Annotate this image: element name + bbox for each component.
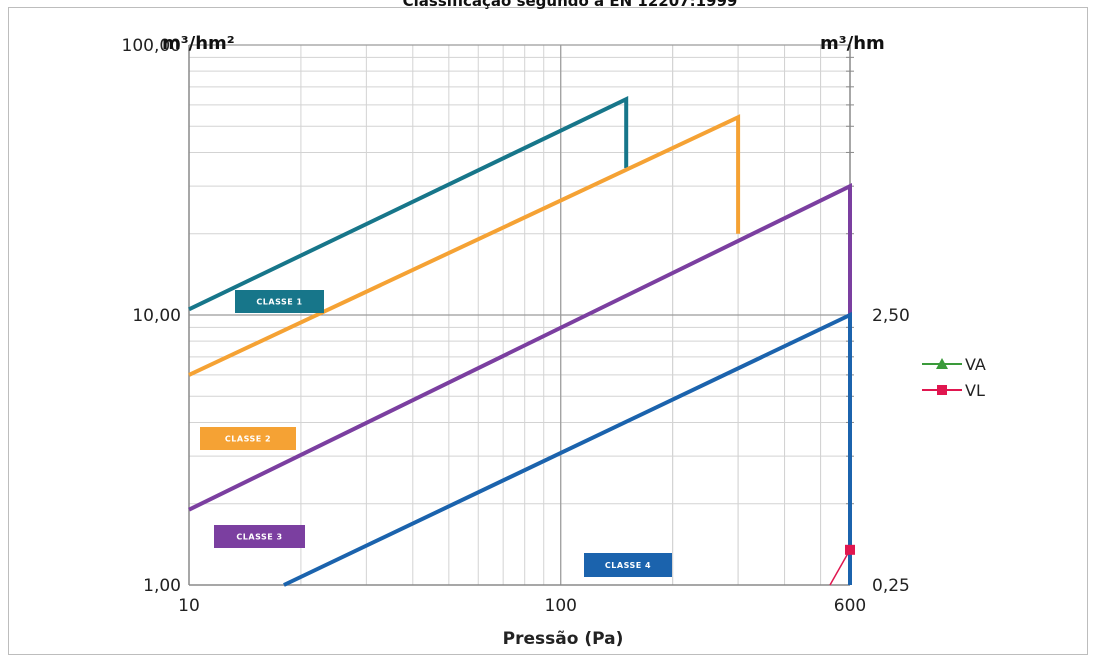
- x-tick-label: 10: [178, 596, 200, 616]
- class-line-1: [188, 96, 629, 312]
- legend-label-vl: VL: [965, 381, 985, 400]
- class-line-2: [188, 114, 741, 377]
- chart-title: Classificação segundo a EN 12207:1999: [403, 0, 738, 10]
- legend-marker-vl: [937, 385, 947, 395]
- y-tick-label: 10,00: [132, 306, 181, 326]
- legend: VA VL: [922, 355, 986, 400]
- grid: [189, 44, 850, 585]
- class-label-box-4: [584, 553, 672, 577]
- class-label-box-2: [200, 427, 296, 450]
- y-tick-label: 100,00: [122, 36, 181, 56]
- y2-tick-label: 0,25: [872, 576, 910, 596]
- class-label-2: CLASSE 2: [225, 435, 271, 444]
- class-label-3: CLASSE 3: [236, 533, 282, 542]
- y2-tick-label: 2,50: [872, 306, 910, 326]
- y-tick-label: 1,00: [143, 576, 181, 596]
- x-tick-label: 100: [545, 596, 577, 616]
- vl-point: [845, 544, 855, 555]
- x-axis-label: Pressão (Pa): [503, 629, 624, 649]
- class-label-1: CLASSE 1: [256, 298, 302, 307]
- vl-line: [829, 549, 851, 586]
- class-label-box-1: [235, 290, 324, 313]
- y-axis-unit: m³/hm²: [162, 33, 235, 54]
- series-lines: [188, 96, 855, 587]
- legend-marker-va: [936, 358, 948, 369]
- chart-frame: [8, 7, 1088, 655]
- class-line-4: [283, 311, 852, 587]
- x-tick-label: 600: [834, 596, 866, 616]
- y2-axis-unit: m³/hm: [820, 33, 885, 54]
- class-label-4: CLASSE 4: [605, 561, 651, 570]
- legend-label-va: VA: [965, 355, 986, 374]
- labels: CLASSE 1 CLASSE 2 CLASSE 3 CLASSE 4 Classifi…: [122, 0, 910, 649]
- class-label-box-3: [214, 525, 305, 548]
